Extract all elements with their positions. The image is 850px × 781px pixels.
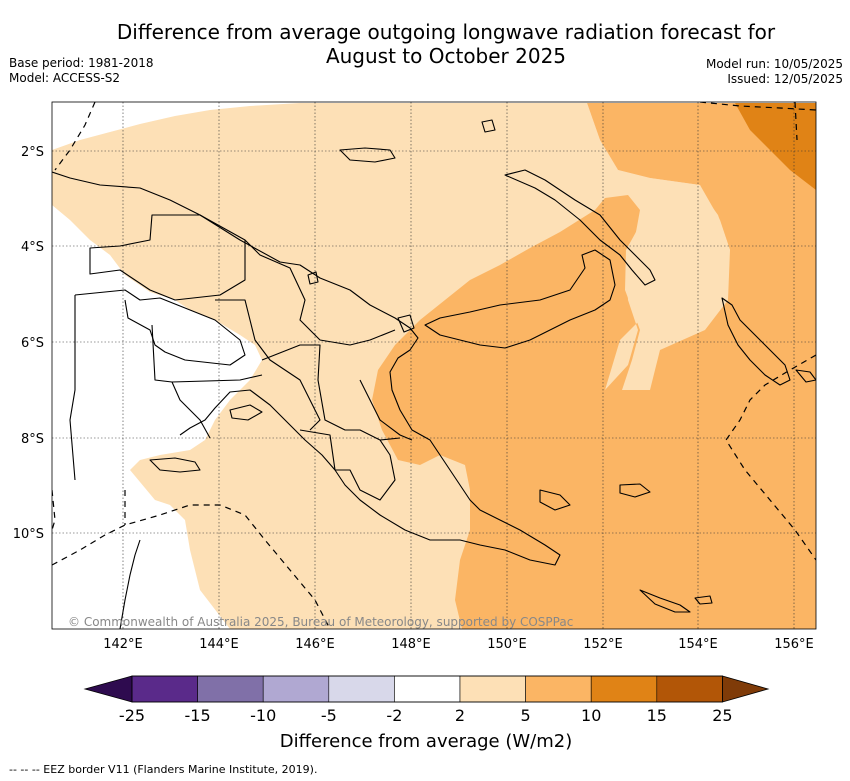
base-period: Base period: 1981-2018 (9, 56, 154, 70)
province-border-10 (359, 379, 413, 441)
latitude-tick-labels: 2°S 4°S 6°S 8°S 10°S (13, 145, 44, 542)
colorbar-extend-low (83, 675, 133, 703)
model-name: Model: ACCESS-S2 (9, 71, 121, 85)
map-panel: © Commonwealth of Australia 2025, Bureau… (51, 101, 817, 630)
colorbar-segment (131, 675, 198, 703)
lon-tick-label: 150°E (487, 637, 527, 652)
colorbar-segment (459, 675, 526, 703)
dentrecasteaux-islands (539, 489, 571, 511)
anomaly-patch-2-5 (605, 180, 730, 390)
colorbar-segment (590, 675, 658, 703)
map-title: Difference from average outgoing longwav… (80, 20, 812, 68)
anomaly-region-5-10 (372, 103, 816, 629)
louisiade-island (639, 589, 691, 613)
model-run: Model run: 10/05/2025 (705, 57, 843, 71)
new-britain-island (424, 249, 616, 349)
lat-tick-label: 8°S (21, 432, 44, 447)
meta-right: Model run: 10/05/2025 Issued: 12/05/2025 (706, 57, 843, 87)
eez-border-east (725, 354, 816, 561)
lat-tick-label: 4°S (21, 240, 44, 255)
frederik-hendrik-island (149, 457, 201, 473)
colorbar-segment (328, 675, 395, 703)
woodlark-island (619, 483, 651, 498)
lat-tick-label: 10°S (13, 527, 44, 542)
copyright-text: © Commonwealth of Australia 2025, Bureau… (68, 615, 573, 629)
map-frame (51, 101, 817, 630)
eez-footnote: -- -- -- EEZ border V11 (Flanders Marine… (9, 763, 318, 776)
colorbar-segment (197, 675, 264, 703)
lon-tick-label: 152°E (583, 637, 623, 652)
colorbar-extend-high (722, 675, 770, 703)
new-guinea-coast (52, 171, 561, 566)
colorbar-tick-label: 25 (712, 706, 732, 725)
eez-border-west (54, 102, 96, 171)
rossel-island (694, 595, 713, 605)
new-ireland-island (504, 169, 656, 286)
meta-left: Base period: 1981-2018 Model: ACCESS-S2 (9, 56, 154, 86)
lat-tick-label: 2°S (21, 145, 44, 160)
colorbar: -25 -15 -10 -5 -2 2 5 10 15 25 Differenc… (83, 675, 770, 752)
colorbar-tick-label: 15 (647, 706, 667, 725)
eez-border-southwest (52, 504, 331, 629)
province-border-7 (215, 299, 321, 431)
province-border-9 (299, 429, 396, 501)
lon-tick-label: 146°E (295, 637, 335, 652)
manus-island (339, 147, 396, 163)
colorbar-tick-labels: -25 -15 -10 -5 -2 2 5 10 15 25 (119, 706, 733, 725)
cape-york-coast (119, 539, 141, 629)
title-line-1: Difference from average outgoing longwav… (116, 20, 776, 44)
lon-tick-label: 144°E (199, 637, 239, 652)
province-border-6 (244, 239, 396, 346)
small-island-1 (481, 119, 496, 133)
title-line-2: August to October 2025 (325, 44, 567, 68)
colorbar-frame (131, 675, 723, 703)
longitude-tick-labels: 142°E 144°E 146°E 148°E 150°E 152°E 154°… (103, 637, 814, 652)
eez-border-western (52, 489, 56, 531)
colorbar-tick-label: -10 (250, 706, 276, 725)
issued-date: Issued: 12/05/2025 (727, 72, 843, 86)
province-border-5 (171, 381, 211, 439)
colorbar-tick-label: -5 (321, 706, 337, 725)
lon-tick-label: 142°E (103, 637, 143, 652)
gridlines (52, 102, 816, 629)
province-border-3 (69, 295, 76, 481)
colorbar-tick-label: 5 (521, 706, 531, 725)
lat-tick-label: 6°S (21, 336, 44, 351)
colorbar-segment (394, 675, 461, 703)
small-island-3 (397, 314, 415, 333)
eez-borders (52, 102, 816, 629)
eez-border-northeast (699, 102, 816, 111)
colorbar-tick-label: -25 (119, 706, 145, 725)
colorbar-tick-label: -15 (185, 706, 211, 725)
colorbar-segment (262, 675, 330, 703)
colorbar-tick-label: 10 (581, 706, 601, 725)
colorbar-title: Difference from average (W/m2) (280, 731, 572, 752)
province-border-8 (261, 344, 401, 441)
lon-tick-label: 156°E (774, 637, 814, 652)
south-coast-islands (229, 404, 263, 421)
coastlines (52, 119, 816, 629)
colorbar-tick-label: 2 (455, 706, 465, 725)
solomon-island (795, 369, 816, 383)
province-border-1 (89, 214, 246, 301)
lon-tick-label: 148°E (391, 637, 431, 652)
small-island-2 (307, 271, 319, 285)
lon-tick-label: 154°E (678, 637, 718, 652)
province-border-2 (74, 289, 246, 366)
bougainville-island (721, 297, 791, 386)
colorbar-tick-label: -2 (386, 706, 402, 725)
colorbar-segment (656, 675, 723, 703)
colorbar-segment (525, 675, 592, 703)
